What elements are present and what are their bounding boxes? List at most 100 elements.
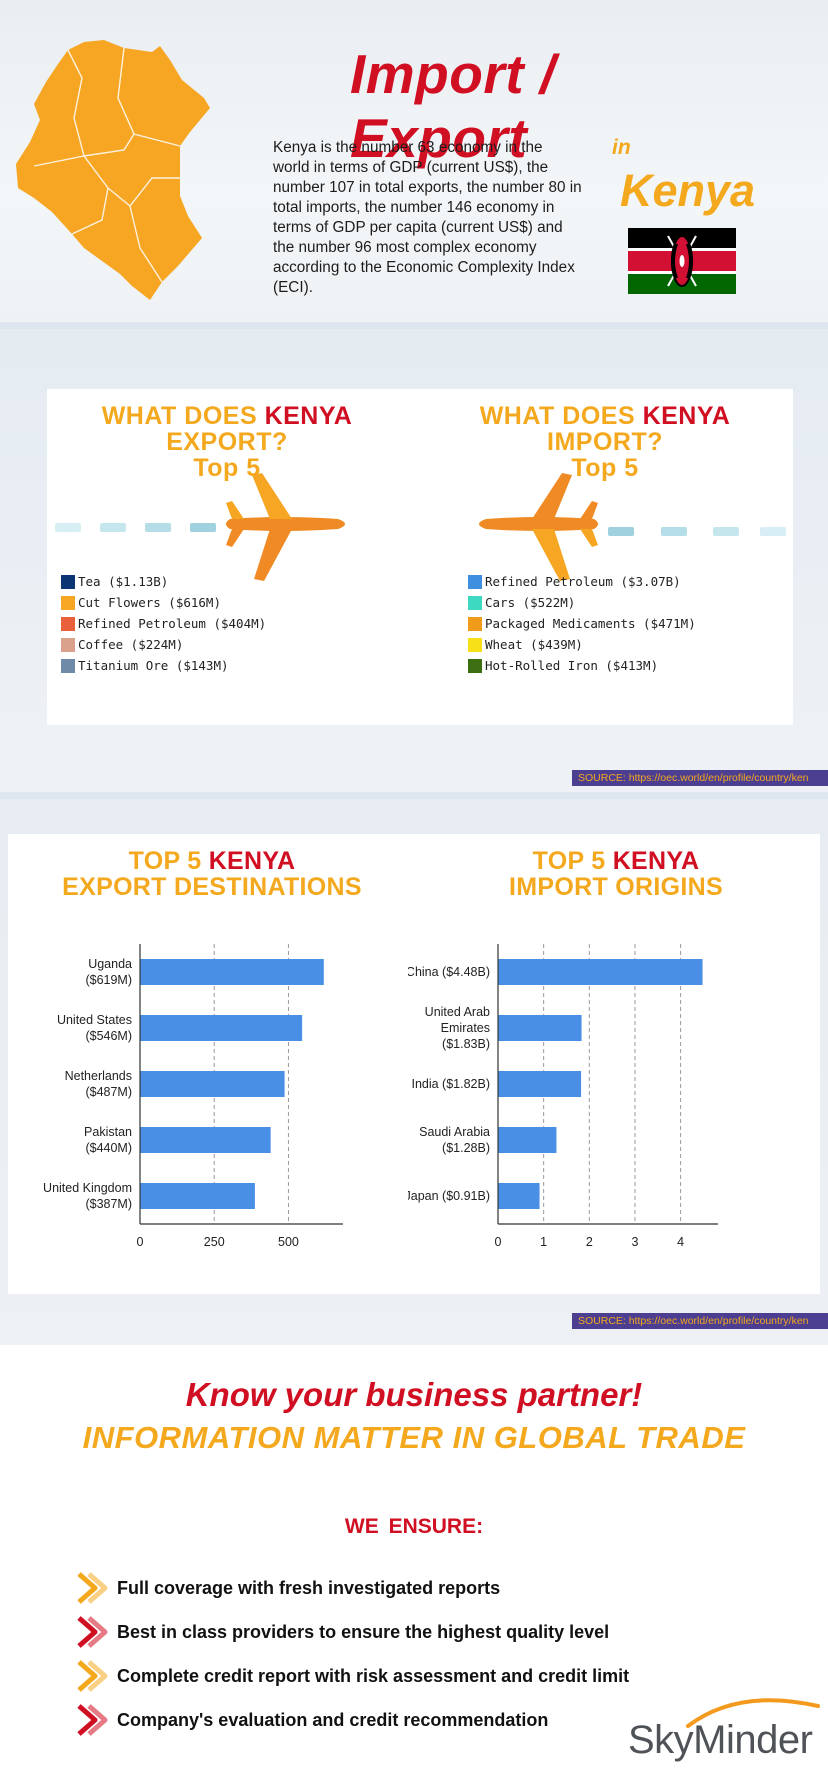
legend-swatch (468, 574, 482, 589)
ensure-title: WE ENSURE: (344, 1515, 484, 1538)
category-label: ($546M) (85, 1029, 132, 1043)
legend-item: Cut Flowers ($616M) (61, 592, 266, 613)
source-link[interactable]: SOURCE: https://oec.world/en/profile/cou… (572, 1313, 828, 1329)
kenya-map-illustration (16, 40, 210, 300)
legend-item: Hot-Rolled Iron ($413M) (468, 655, 696, 676)
legend-swatch (468, 637, 482, 652)
trade-card: WHAT DOES KENYA EXPORT? Top 5 Tea ($1.13… (47, 389, 793, 725)
ensure-list: Full coverage with fresh investigated re… (73, 1566, 673, 1742)
bar (140, 1127, 271, 1153)
tagline-secondary: INFORMATION MATTER IN GLOBAL TRADE (82, 1420, 746, 1455)
page-title: Import / Export (350, 43, 556, 169)
legend-swatch (61, 616, 75, 631)
flight-path-dash (145, 523, 171, 532)
legend-swatch (61, 637, 75, 652)
legend-item: Refined Petroleum ($404M) (61, 613, 266, 634)
legend-item: Packaged Medicaments ($471M) (468, 613, 696, 634)
legend-item: Titanium Ore ($143M) (61, 655, 266, 676)
section-divider (0, 322, 828, 329)
bar (498, 1183, 540, 1209)
airplane-icon (226, 473, 345, 581)
flight-path-dash (190, 523, 216, 532)
in-label: in (612, 136, 631, 159)
category-label: ($387M) (85, 1197, 132, 1211)
chevron-right-icon (77, 1660, 108, 1692)
export-legend: Tea ($1.13B) Cut Flowers ($616M) Refined… (61, 571, 266, 676)
bar (498, 1071, 582, 1097)
tick-label: 3 (631, 1235, 638, 1249)
flight-path-dash (608, 527, 634, 536)
bar (498, 1015, 582, 1041)
category-label: United States (57, 1013, 132, 1027)
chevron-right-icon (77, 1704, 108, 1736)
category-label: United Kingdom (43, 1181, 132, 1195)
bar (498, 1127, 557, 1153)
tick-label: 2 (586, 1235, 593, 1249)
source-link[interactable]: SOURCE: https://oec.world/en/profile/cou… (572, 770, 828, 786)
export-destinations-chart: Uganda ($619M) United States ($546M) Netherl… (43, 944, 343, 1249)
legend-swatch (468, 616, 482, 631)
category-label: Netherlands (65, 1069, 132, 1083)
logo-text: SkyMinder (628, 1718, 813, 1762)
tick-label: 1 (540, 1235, 547, 1249)
flight-path-dash (760, 527, 786, 536)
header-section: Import / Export Kenya is the number 63 e… (0, 0, 828, 322)
import-origins-title-text: TOP 5 KENYA IMPORT ORIGINS (509, 847, 723, 901)
bar (140, 959, 324, 985)
list-item: Company's evaluation and credit recommen… (73, 1698, 673, 1742)
airplane-icon (479, 473, 598, 581)
tick-label: 4 (677, 1235, 684, 1249)
legend-swatch (468, 595, 482, 610)
category-label: Pakistan (84, 1125, 132, 1139)
category-label: ($487M) (85, 1085, 132, 1099)
list-item: Full coverage with fresh investigated re… (73, 1566, 673, 1610)
legend-item: Tea ($1.13B) (61, 571, 266, 592)
chevron-right-icon (77, 1572, 108, 1604)
category-label: ($619M) (85, 973, 132, 987)
export-panel-title: WHAT DOES KENYA EXPORT? Top 5 (101, 402, 353, 482)
tagline-primary: Know your business partner! (185, 1376, 643, 1413)
flight-path-dash (713, 527, 739, 536)
import-panel-title: WHAT DOES KENYA IMPORT? Top 5 (479, 402, 731, 482)
intro-paragraph: Kenya is the number 63 economy in the wo… (273, 139, 582, 296)
tick-label: 500 (278, 1235, 299, 1249)
chevron-right-icon (77, 1616, 108, 1648)
legend-item: Wheat ($439M) (468, 634, 696, 655)
flight-path-dash (55, 523, 81, 532)
category-label: ($440M) (85, 1141, 132, 1155)
kenya-flag-icon (628, 228, 736, 294)
category-label: Saudi Arabia (419, 1125, 490, 1139)
import-legend: Refined Petroleum ($3.07B) Cars ($522M) … (468, 571, 696, 676)
category-label: Japan ($0.91B) (408, 1189, 490, 1203)
legend-swatch (61, 658, 75, 673)
import-origins-chart: China ($4.48B) United Arab Emirates ($1.83B… (408, 944, 718, 1249)
category-label: Uganda (88, 957, 132, 971)
legend-item: Coffee ($224M) (61, 634, 266, 655)
bar (498, 959, 703, 985)
legend-item: Refined Petroleum ($3.07B) (468, 571, 696, 592)
category-label: China ($4.48B) (408, 965, 490, 979)
legend-swatch (61, 595, 75, 610)
export-destinations-title: TOP 5 KENYA EXPORT DESTINATIONS (62, 847, 362, 901)
bar (140, 1015, 303, 1041)
bar (140, 1071, 285, 1097)
bar (140, 1183, 255, 1209)
logo-arc-icon (686, 1698, 820, 1728)
flight-path-dash (661, 527, 687, 536)
country-name: Kenya (620, 165, 756, 216)
flight-path-dash (100, 523, 126, 532)
category-label: United Arab (425, 1005, 490, 1019)
chart-card: TOP 5 KENYA EXPORT DESTINATIONS TOP 5 KE… (8, 834, 820, 1294)
section-divider (0, 792, 828, 799)
tick-label: 0 (137, 1235, 144, 1249)
category-label: ($1.28B) (442, 1141, 490, 1155)
tick-label: 250 (204, 1235, 225, 1249)
category-label: India ($1.82B) (411, 1077, 490, 1091)
category-label: ($1.83B) (442, 1037, 490, 1051)
legend-swatch (61, 574, 75, 589)
list-item: Best in class providers to ensure the hi… (73, 1610, 673, 1654)
category-label: Emirates (441, 1021, 490, 1035)
tick-label: 0 (495, 1235, 502, 1249)
legend-item: Cars ($522M) (468, 592, 696, 613)
list-item: Complete credit report with risk assessm… (73, 1654, 673, 1698)
